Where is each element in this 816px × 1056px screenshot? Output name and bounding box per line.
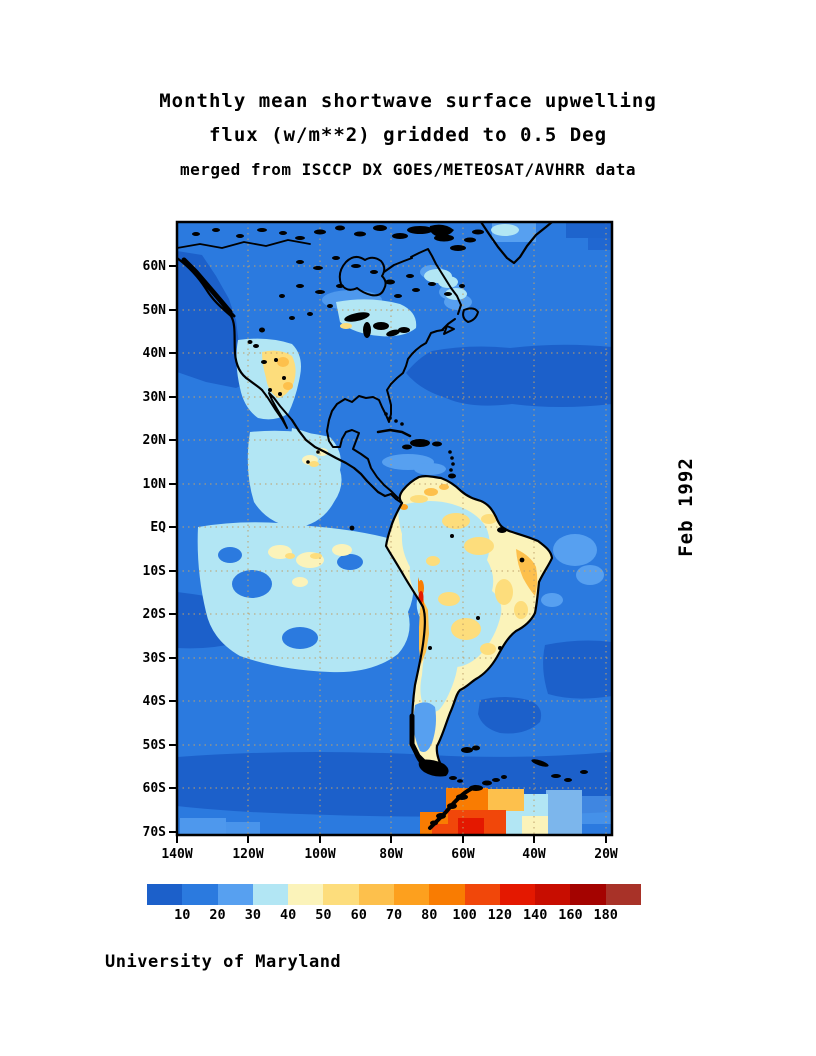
colorbar-segment <box>358 884 394 905</box>
colorbar-segment <box>570 884 606 905</box>
date-label: Feb 1992 <box>675 457 697 557</box>
colorbar <box>147 884 641 905</box>
lat-axis-labels: 60N 50N 40N 30N 20N 10N EQ 10S 20S 30S 4… <box>143 259 167 840</box>
lat-label: 20S <box>143 607 167 622</box>
colorbar-tick-label: 50 <box>315 907 332 923</box>
lat-label: 50N <box>143 303 167 318</box>
colorbar-tick-label: 160 <box>558 907 583 923</box>
north-america-patches <box>236 269 467 468</box>
graticule <box>177 222 612 835</box>
lat-label: 20N <box>143 433 167 448</box>
lat-label: 40N <box>143 346 167 361</box>
colorbar-tick-label: 120 <box>487 907 513 923</box>
lon-label: 60W <box>451 847 475 862</box>
colorbar-tick-label: 30 <box>244 907 261 923</box>
lat-label: EQ <box>150 520 166 535</box>
coastlines <box>177 222 554 830</box>
lat-label: 70S <box>143 825 167 840</box>
colorbar-tick-label: 100 <box>452 907 477 923</box>
lat-label: 10S <box>143 564 167 579</box>
lon-label: 140W <box>161 847 192 862</box>
map-border <box>175 220 614 837</box>
lon-label: 100W <box>304 847 335 862</box>
colorbar-tick-label: 80 <box>421 907 438 923</box>
map-raster <box>177 222 612 835</box>
title-line-3: merged from ISCCP DX GOES/METEOSAT/AVHRR… <box>180 160 636 179</box>
colorbar-tick-label: 20 <box>209 907 226 923</box>
colorbar-tick-label: 140 <box>522 907 548 923</box>
lat-label: 30S <box>143 651 167 666</box>
lon-label: 80W <box>379 847 403 862</box>
colorbar-segment <box>429 884 465 905</box>
lat-label: 50S <box>143 738 167 753</box>
flux-holes <box>218 547 363 649</box>
colorbar-segment <box>464 884 500 905</box>
colorbar-segment <box>147 884 183 905</box>
colorbar-segment <box>288 884 324 905</box>
colorbar-tick-label: 10 <box>174 907 191 923</box>
credit-text: University of Maryland <box>105 952 342 972</box>
islands-and-lakes <box>192 224 588 826</box>
lon-label: 40W <box>522 847 546 862</box>
colorbar-segment <box>182 884 218 905</box>
colorbar-tick-label: 70 <box>385 907 403 923</box>
colorbar-labels: 10 20 30 40 50 60 70 80 100 120 140 160 180 <box>147 907 641 925</box>
lon-label: 120W <box>232 847 263 862</box>
lat-label: 60N <box>143 259 167 274</box>
flux-se-pacific-spots <box>268 544 352 587</box>
lon-label: 20W <box>594 847 618 862</box>
title-line-2: flux (w/m**2) gridded to 0.5 Deg <box>208 124 608 146</box>
colorbar-segment <box>323 884 359 905</box>
lat-label: 60S <box>143 781 167 796</box>
flux-low-regions <box>177 222 612 817</box>
lon-axis-labels: 140W 120W 100W 80W 60W 40W 20W <box>161 847 618 862</box>
title-line-1: Monthly mean shortwave surface upwelling <box>159 90 657 112</box>
colorbar-tick-label: 40 <box>280 907 297 923</box>
colorbar-segment <box>499 884 536 905</box>
lat-label: 30N <box>143 390 167 405</box>
lat-label: 10N <box>143 477 167 492</box>
lat-label: 40S <box>143 694 167 709</box>
colorbar-segment <box>535 884 571 905</box>
colorbar-segment <box>217 884 253 905</box>
colorbar-tick-label: 180 <box>593 907 618 923</box>
colorbar-tick-label: 60 <box>350 907 367 923</box>
colorbar-segment <box>393 884 430 905</box>
colorbar-segment <box>605 884 641 905</box>
colorbar-segment <box>252 884 289 905</box>
axis-ticks <box>169 265 607 843</box>
